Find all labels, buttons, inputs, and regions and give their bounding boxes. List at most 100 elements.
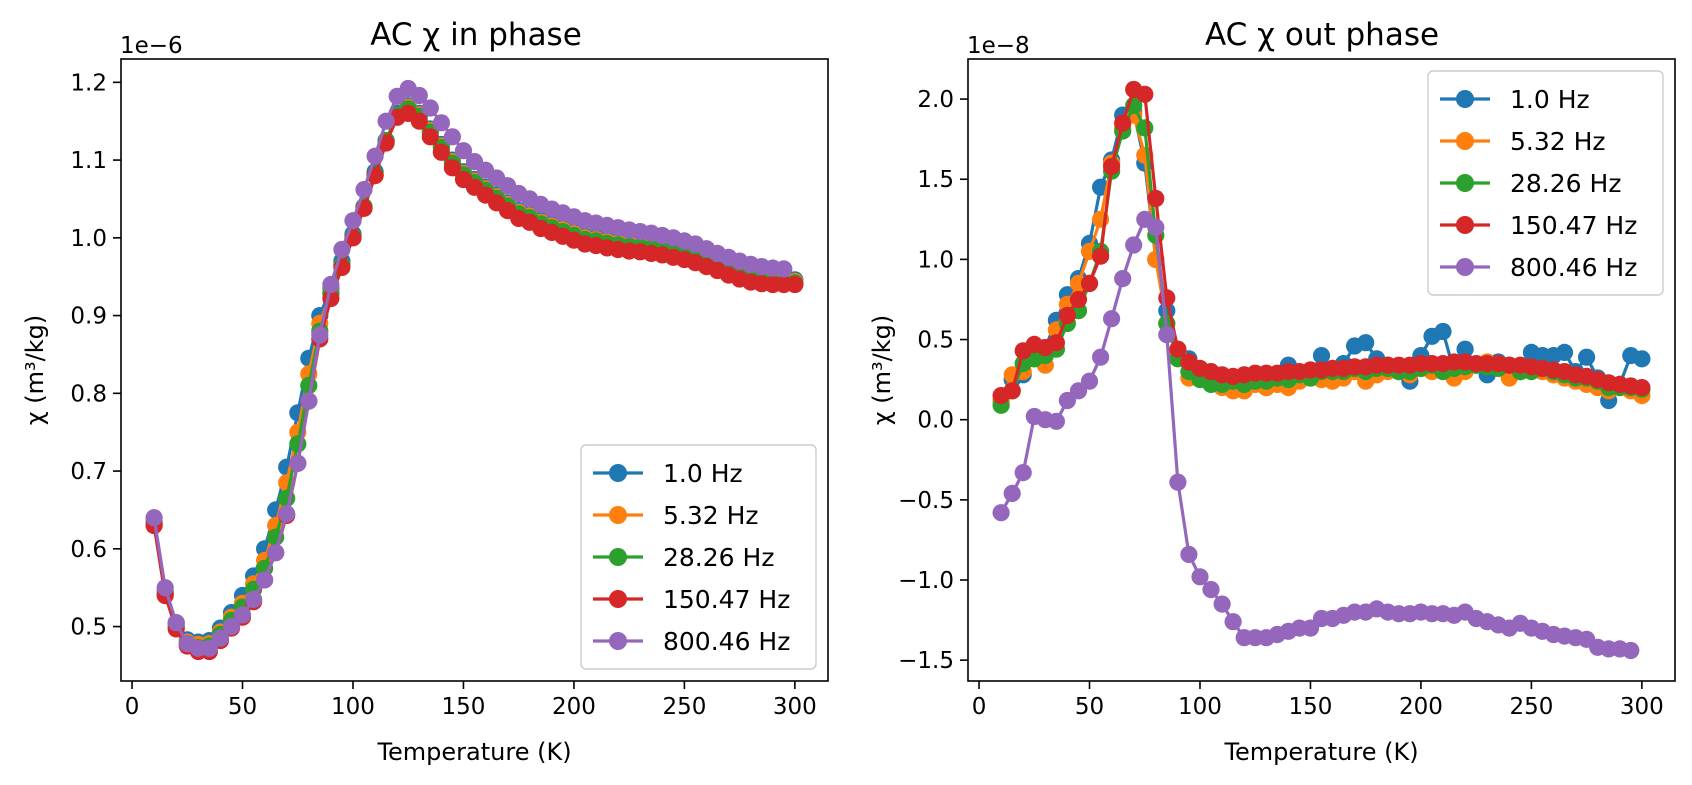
y-tick-label: 2.0 [917, 87, 954, 113]
data-point [1047, 334, 1065, 352]
legend-item: 150.47 Hz [1440, 211, 1637, 240]
data-point [167, 614, 185, 632]
data-point [443, 128, 461, 146]
data-point [233, 606, 252, 624]
y-tick-label: 1.0 [70, 226, 107, 252]
data-point [300, 392, 318, 410]
data-point [410, 86, 428, 105]
legend-box [580, 444, 817, 670]
x-tick-label: 0 [972, 694, 987, 720]
data-point [245, 590, 263, 609]
legend-marker [609, 464, 627, 482]
x-tick-label: 100 [331, 694, 375, 720]
data-point [222, 618, 241, 636]
data-point [443, 159, 461, 177]
legend-marker [1456, 216, 1474, 234]
data-point [311, 326, 329, 344]
data-point [322, 275, 340, 294]
data-point [421, 128, 439, 146]
legend-label: 150.47 Hz [663, 585, 790, 614]
data-point [1080, 372, 1099, 390]
legend-marker [1456, 258, 1474, 276]
legend-label: 5.32 Hz [1510, 127, 1606, 156]
y-scale-multiplier: 1e−6 [120, 33, 183, 59]
x-tick-label: 300 [773, 694, 817, 720]
data-point [454, 142, 473, 160]
data-point [211, 629, 229, 647]
data-point [145, 509, 163, 527]
y-tick-label: −0.5 [898, 488, 954, 514]
legend-item: 800.46 Hz [1440, 253, 1637, 282]
legend-marker [1456, 132, 1474, 150]
series-group [992, 80, 1651, 660]
x-tick-label: 50 [1075, 694, 1104, 720]
data-point [775, 260, 793, 278]
data-point [1224, 613, 1242, 631]
legend-marker [1456, 90, 1474, 108]
data-point [355, 181, 373, 199]
y-tick-label: 1.5 [917, 167, 954, 193]
data-point [1357, 334, 1375, 352]
y-tick-label: 1.0 [917, 247, 954, 273]
data-point [200, 639, 218, 657]
y-tick-label: 1.1 [70, 148, 107, 174]
legend-item: 150.47 Hz [593, 585, 790, 614]
data-point [1103, 310, 1121, 328]
data-point [432, 143, 450, 161]
x-tick-label: 250 [662, 694, 706, 720]
data-point [1114, 114, 1132, 132]
data-point [786, 275, 804, 294]
data-point [1633, 350, 1651, 368]
data-point [1456, 340, 1474, 358]
x-tick-label: 100 [1178, 694, 1222, 720]
data-point [278, 505, 296, 523]
data-point [1191, 568, 1209, 586]
data-point [1312, 347, 1331, 365]
data-point [1136, 85, 1154, 103]
x-tick-label: 150 [1289, 694, 1333, 720]
legend: 1.0 Hz 5.32 Hz 28.26 Hz 150.47 Hz 800.46 Hz [1427, 70, 1664, 296]
x-axis-label: Temperature (K) [1223, 738, 1418, 766]
y-tick-label: 0.9 [70, 304, 107, 330]
data-point [1003, 484, 1021, 502]
data-point [1114, 270, 1132, 288]
x-tick-label: 200 [1399, 694, 1443, 720]
chart-title: AC χ out phase [1205, 17, 1439, 53]
legend-item: 5.32 Hz [1440, 127, 1606, 156]
data-point [1147, 189, 1165, 208]
legend-marker [1456, 174, 1474, 192]
data-point [1125, 236, 1143, 254]
data-point [1080, 274, 1099, 292]
data-point [1058, 306, 1076, 325]
legend-box [1427, 70, 1664, 296]
data-point [156, 579, 174, 597]
y-scale-multiplier: 1e−8 [967, 33, 1030, 59]
y-tick-label: −1.5 [898, 648, 954, 674]
data-point [1180, 545, 1198, 564]
y-tick-label: 0.6 [70, 537, 107, 563]
legend-label: 5.32 Hz [663, 501, 759, 530]
legend-item: 28.26 Hz [1440, 169, 1621, 198]
data-point [1555, 343, 1574, 361]
subplot-2: AC χ out phase 1e−8 0 50 100 150 200 250 300 −1.5… [868, 17, 1676, 766]
axes-frame [120, 58, 829, 682]
data-point [1434, 322, 1452, 341]
data-point [1092, 247, 1110, 265]
series-150.47-Hz [992, 80, 1651, 405]
legend-marker [609, 590, 627, 608]
data-point [1092, 348, 1110, 366]
data-point [1622, 641, 1640, 660]
chart-title: AC χ in phase [370, 17, 582, 53]
data-point [421, 99, 439, 117]
data-point [333, 240, 351, 259]
series-group [145, 79, 804, 661]
x-tick-label: 50 [228, 694, 257, 720]
subplot-1: AC χ in phase 1e−6 0 50 100 150 200 250 300 0.5 0.… [21, 17, 829, 766]
legend-label: 800.46 Hz [663, 627, 790, 656]
data-point [1578, 348, 1596, 366]
legend-label: 1.0 Hz [1510, 85, 1590, 114]
data-point [1169, 340, 1187, 358]
x-tick-label: 300 [1620, 694, 1664, 720]
y-tick-label: 0.8 [70, 381, 107, 407]
